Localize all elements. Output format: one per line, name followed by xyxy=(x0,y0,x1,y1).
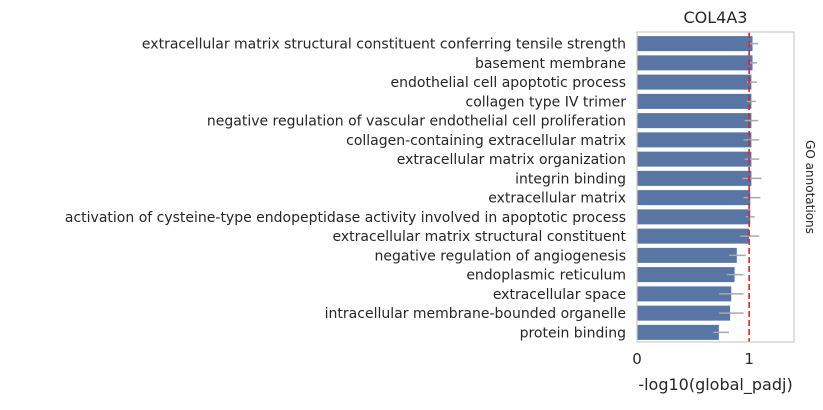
category-label: extracellular matrix xyxy=(488,191,626,207)
category-label: integrin binding xyxy=(515,171,626,187)
bar xyxy=(637,190,751,206)
bar xyxy=(637,113,752,129)
category-label: extracellular space xyxy=(493,287,626,303)
bar xyxy=(637,324,719,340)
bar xyxy=(637,247,737,263)
category-label: basement membrane xyxy=(475,56,626,72)
bar xyxy=(637,286,732,302)
bar xyxy=(637,132,752,148)
bar xyxy=(637,151,752,167)
x-tick-label: 1 xyxy=(744,350,754,368)
category-label: collagen type IV trimer xyxy=(466,94,627,110)
category-label: negative regulation of angiogenesis xyxy=(375,248,626,264)
x-tick-label: 0 xyxy=(632,350,642,368)
bars-layer xyxy=(637,36,753,340)
category-label: protein binding xyxy=(520,325,626,341)
bar xyxy=(637,74,752,90)
plot-frame xyxy=(636,31,795,343)
bar xyxy=(637,36,753,52)
bar xyxy=(637,209,751,225)
bar xyxy=(637,305,731,321)
category-labels: extracellular matrix structural constitu… xyxy=(65,37,627,342)
error-bars-layer xyxy=(713,42,762,334)
bar xyxy=(637,93,752,109)
category-label: activation of cysteine-type endopeptidas… xyxy=(65,210,626,226)
chart-title: COL4A3 xyxy=(684,8,748,27)
side-label: GO annotations xyxy=(803,140,817,234)
bar xyxy=(637,170,752,186)
bar xyxy=(637,55,753,71)
category-label: negative regulation of vascular endothel… xyxy=(207,114,626,130)
bar xyxy=(637,228,750,244)
bar xyxy=(637,267,735,283)
category-label: extracellular matrix structural constitu… xyxy=(142,37,626,53)
category-label: endothelial cell apoptotic process xyxy=(391,75,626,91)
category-label: intracellular membrane-bounded organelle xyxy=(325,306,626,322)
x-axis-title: -log10(global_padj) xyxy=(638,375,792,395)
category-label: endoplasmic reticulum xyxy=(466,268,626,284)
category-label: extracellular matrix structural constitu… xyxy=(333,229,627,245)
category-label: collagen-containing extracellular matrix xyxy=(346,133,626,149)
category-label: extracellular matrix organization xyxy=(397,152,626,168)
